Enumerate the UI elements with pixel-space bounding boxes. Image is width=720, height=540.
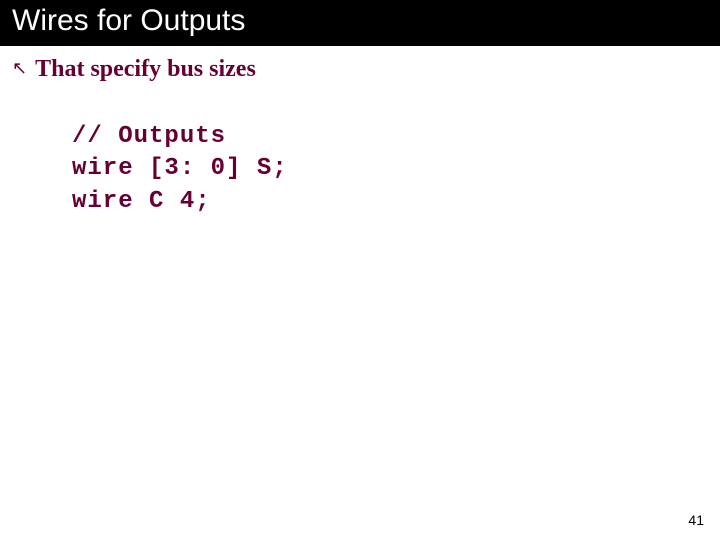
bullet-arrow-icon: ↖: [12, 58, 27, 79]
code-line-3: wire C 4;: [72, 186, 720, 218]
bullet-section: ↖ That specify bus sizes: [0, 46, 720, 83]
code-line-2: wire [3: 0] S;: [72, 153, 720, 185]
code-block: // Outputs wire [3: 0] S; wire C 4;: [0, 83, 720, 218]
page-number: 41: [688, 512, 704, 528]
bullet-text: That specify bus sizes: [35, 56, 256, 83]
page-title: Wires for Outputs: [12, 4, 708, 38]
title-bar: Wires for Outputs: [0, 0, 720, 46]
code-line-1: // Outputs: [72, 121, 720, 153]
bullet-line: ↖ That specify bus sizes: [12, 56, 708, 83]
